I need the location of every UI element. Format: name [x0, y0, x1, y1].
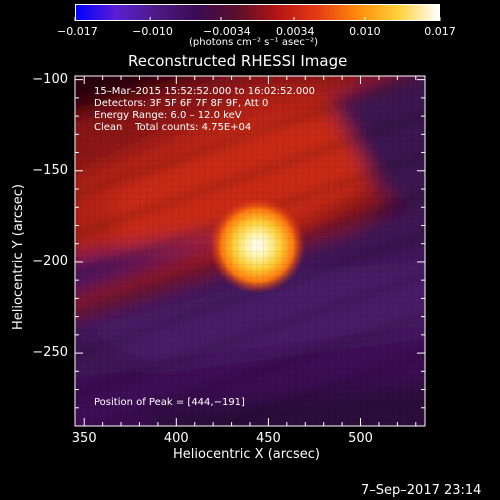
flare-peak — [209, 197, 306, 294]
y-tick-label: −250 — [32, 345, 68, 361]
x-tick-label: 450 — [255, 431, 281, 446]
x-tick-label: 350 — [71, 431, 97, 446]
footer-timestamp: 7–Sep–2017 23:14 — [361, 483, 482, 498]
energy-range-text: Energy Range: 6.0 – 12.0 keV — [94, 110, 242, 121]
colorbar-tick-label: −0.0034 — [203, 25, 251, 38]
x-tick-label: 400 — [163, 431, 189, 446]
image-area — [75, 76, 425, 426]
detectors-text: Detectors: 3F 5F 6F 7F 8F 9F, Att 0 — [94, 98, 269, 109]
colorbar-tick-label: −0.010 — [132, 25, 173, 38]
colorbar-ticks — [74, 17, 441, 21]
peak-position-text: Position of Peak = [444,−191] — [94, 397, 245, 408]
colorbar — [75, 4, 440, 21]
y-axis-title: Heliocentric Y (arcsec) — [11, 184, 26, 330]
x-tick-label: 500 — [348, 431, 373, 446]
x-axis-title: Heliocentric X (arcsec) — [173, 447, 320, 462]
colorbar-tick-label: 0.017 — [424, 25, 456, 38]
colorbar-tick-label: 0.0034 — [276, 25, 315, 38]
clean-counts-text: Clean Total counts: 4.75E+04 — [94, 122, 252, 133]
y-tick-label: −100 — [32, 71, 68, 87]
y-tick-label: −150 — [32, 162, 68, 178]
y-tick-label: −200 — [32, 253, 68, 269]
x-axis-ticks — [83, 76, 417, 426]
colorbar-tick-label: −0.017 — [57, 25, 98, 38]
plot-title: Reconstructed RHESSI Image — [128, 52, 348, 70]
colorbar-tick-label: 0.010 — [349, 25, 381, 38]
y-axis-ticks — [75, 79, 425, 427]
time-range-text: 15–Mar–2015 15:52:52.000 to 16:02:52.000 — [94, 86, 315, 97]
colorbar-units-label: (photons cm⁻² s⁻¹ asec⁻²) — [189, 37, 319, 48]
